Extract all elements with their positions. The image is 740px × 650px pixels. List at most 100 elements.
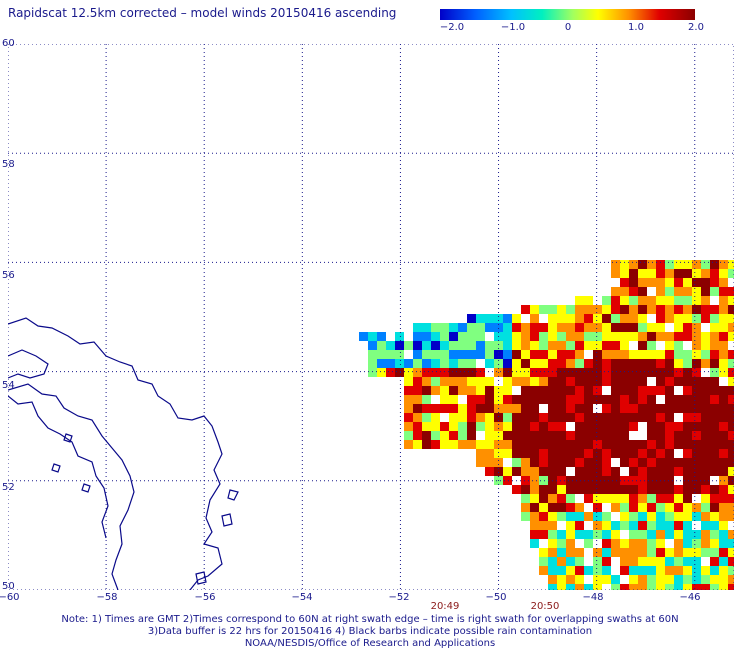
wind-cell (548, 368, 557, 377)
wind-cell (710, 341, 719, 350)
wind-cell (566, 530, 575, 539)
wind-cell (638, 359, 647, 368)
wind-cell (620, 314, 629, 323)
wind-cell (656, 512, 665, 521)
wind-cell (566, 458, 575, 467)
wind-cell (620, 395, 629, 404)
wind-cell (593, 503, 602, 512)
wind-cell (647, 494, 656, 503)
wind-cell (593, 557, 602, 566)
wind-cell (476, 458, 485, 467)
wind-cell (530, 485, 539, 494)
wind-cell (566, 395, 575, 404)
wind-cell (557, 323, 566, 332)
wind-cell (647, 530, 656, 539)
wind-cell (575, 422, 584, 431)
wind-cell (647, 305, 656, 314)
wind-cell (692, 557, 701, 566)
wind-cell (719, 386, 728, 395)
wind-cell (557, 548, 566, 557)
wind-cell (629, 449, 638, 458)
wind-cell (530, 350, 539, 359)
wind-cell (494, 422, 503, 431)
wind-cell (692, 440, 701, 449)
wind-cell (512, 341, 521, 350)
wind-cell (557, 386, 566, 395)
wind-cell (557, 467, 566, 476)
wind-cell (620, 539, 629, 548)
wind-cell (449, 332, 458, 341)
wind-cell (539, 476, 548, 485)
note-line: NOAA/NESDIS/Office of Research and Appli… (244, 638, 496, 649)
wind-cell (683, 503, 692, 512)
wind-cell (692, 323, 701, 332)
wind-cell (656, 332, 665, 341)
wind-cell (638, 386, 647, 395)
wind-cell (584, 566, 593, 575)
wind-cell (593, 377, 602, 386)
wind-cell (620, 557, 629, 566)
wind-cell (584, 422, 593, 431)
wind-cell (566, 323, 575, 332)
wind-cell (530, 422, 539, 431)
wind-cell (557, 530, 566, 539)
wind-cell (377, 368, 386, 377)
wind-cell (683, 575, 692, 584)
wind-cell (665, 341, 674, 350)
wind-cell (602, 368, 611, 377)
wind-cell (701, 458, 710, 467)
wind-cell (674, 278, 683, 287)
wind-cell (530, 395, 539, 404)
wind-cell (440, 431, 449, 440)
wind-cell (602, 494, 611, 503)
wind-cell (611, 359, 620, 368)
wind-cell (710, 368, 719, 377)
wind-cell (485, 359, 494, 368)
wind-cell (665, 557, 674, 566)
wind-cell (656, 278, 665, 287)
wind-cell (368, 359, 377, 368)
wind-cell (593, 332, 602, 341)
wind-cell (647, 431, 656, 440)
wind-cell (719, 530, 728, 539)
wind-cell (566, 368, 575, 377)
wind-cell (467, 341, 476, 350)
wind-cell (548, 512, 557, 521)
wind-cell (593, 305, 602, 314)
wind-cell (656, 521, 665, 530)
wind-cell (575, 503, 584, 512)
wind-cell (602, 404, 611, 413)
wind-cell (404, 368, 413, 377)
wind-cell (467, 350, 476, 359)
wind-cell (539, 431, 548, 440)
wind-cell (683, 260, 692, 269)
wind-cell (683, 314, 692, 323)
wind-cell (584, 485, 593, 494)
wind-cell (548, 413, 557, 422)
wind-cell (431, 377, 440, 386)
wind-cell (665, 530, 674, 539)
wind-cell (539, 350, 548, 359)
wind-cell (647, 440, 656, 449)
wind-cell (683, 278, 692, 287)
wind-difference-cells (359, 260, 734, 590)
wind-cell (602, 548, 611, 557)
wind-cell (638, 494, 647, 503)
wind-cell (512, 440, 521, 449)
wind-cell (728, 323, 734, 332)
wind-cell (467, 440, 476, 449)
wind-cell (548, 422, 557, 431)
wind-cell (485, 395, 494, 404)
wind-cell (701, 431, 710, 440)
wind-cell (692, 386, 701, 395)
wind-cell (683, 566, 692, 575)
wind-cell (674, 269, 683, 278)
wind-cell (404, 377, 413, 386)
wind-cell (692, 584, 701, 590)
wind-cell (476, 350, 485, 359)
wind-cell (638, 521, 647, 530)
wind-cell (683, 530, 692, 539)
wind-cell (539, 332, 548, 341)
wind-cell (458, 359, 467, 368)
wind-cell (449, 386, 458, 395)
